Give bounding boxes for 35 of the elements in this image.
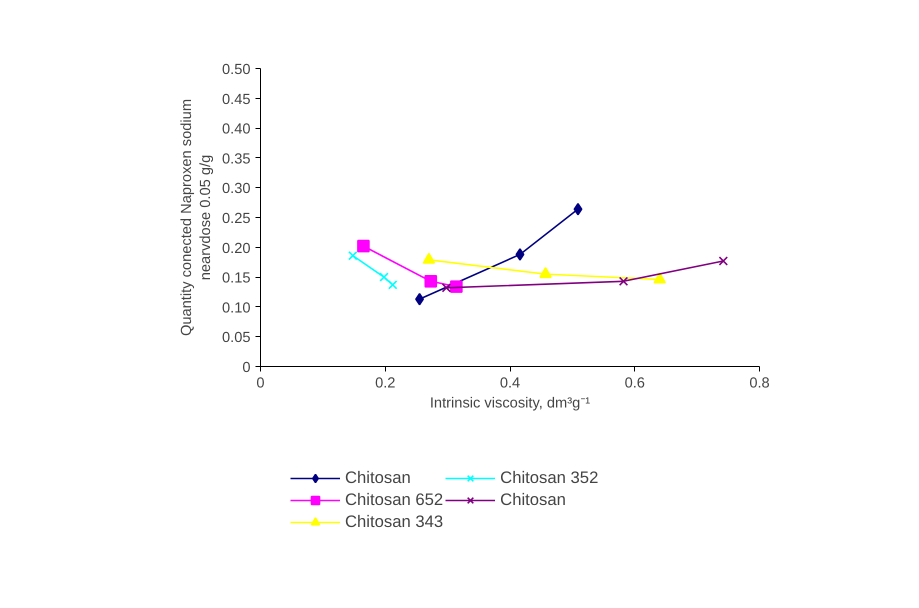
point bbox=[388, 280, 398, 290]
y-axis-title: Quantity conected Naproxen sodium nearvdose 0.05 g/g bbox=[178, 98, 214, 336]
point bbox=[653, 272, 666, 284]
y-tick-label: 0.05 bbox=[222, 330, 251, 346]
y-tick-label: 0 bbox=[242, 360, 251, 376]
x-tick-label: 0.2 bbox=[375, 376, 396, 392]
point bbox=[357, 240, 370, 252]
point bbox=[539, 266, 552, 278]
point bbox=[422, 252, 436, 264]
point bbox=[718, 256, 728, 266]
legend-label: Chitosan 352 bbox=[500, 468, 598, 488]
point bbox=[424, 274, 438, 288]
y-tick-label: 0.25 bbox=[222, 211, 251, 227]
legend-label: Chitosan 343 bbox=[345, 512, 444, 532]
y-tick-label: 0.20 bbox=[222, 240, 251, 257]
point bbox=[442, 283, 452, 293]
y-tick-label: 0.40 bbox=[222, 122, 251, 138]
x-tick-label: 0.6 bbox=[624, 376, 645, 392]
y-tick-label: 0.30 bbox=[222, 181, 251, 198]
y-tick-label: 0.50 bbox=[222, 62, 251, 78]
point bbox=[348, 250, 358, 260]
x-axis-title: Intrinsic viscosity, dm³g⁻¹ bbox=[430, 396, 590, 412]
legend-label: Chitosan bbox=[345, 468, 411, 488]
y-tick-label: 0.10 bbox=[222, 300, 251, 316]
point bbox=[379, 272, 389, 282]
point bbox=[415, 292, 424, 306]
legend-label: Chitosan bbox=[500, 490, 566, 510]
point bbox=[618, 276, 628, 286]
x-tick-label: 0.4 bbox=[500, 376, 520, 392]
x-tick-label: 0 bbox=[256, 376, 265, 392]
y-tick-label: 0.45 bbox=[222, 92, 251, 108]
x-tick-label: 0.8 bbox=[749, 376, 770, 392]
y-tick-label: 0.15 bbox=[222, 270, 251, 287]
legend-label: Chitosan 652 bbox=[345, 490, 444, 510]
y-tick-label: 0.35 bbox=[222, 151, 251, 168]
